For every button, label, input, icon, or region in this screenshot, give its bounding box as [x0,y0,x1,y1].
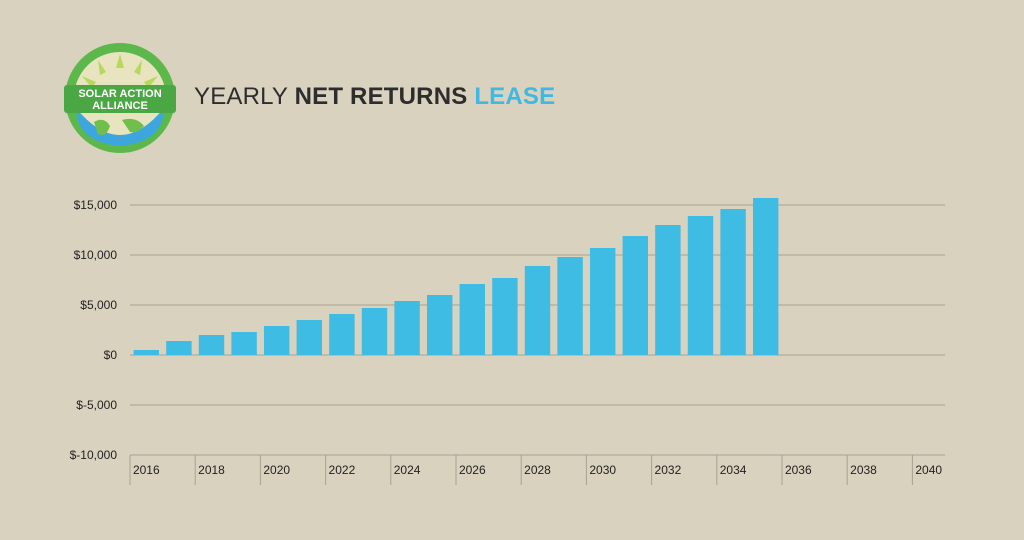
logo-text-line1: SOLAR ACTION [78,88,161,100]
bar-2020 [263,326,290,355]
x-axis-ticks: 2016 2018 2020 2022 2024 2026 2028 2030 2032 2034… [133,463,942,477]
bar-2033 [687,216,714,355]
chart-title: YEARLY NET RETURNS LEASE [194,83,555,111]
gridlines [129,204,945,485]
y-tick-label: $15,000 [74,198,118,212]
title-part-bold: NET RETURNS [294,83,468,110]
bar-2031 [622,236,649,355]
bar-2016 [133,350,160,355]
x-tick-label: 2038 [850,463,877,477]
globe-icon [76,108,164,146]
x-tick-label: 2018 [198,463,225,477]
x-tick-label: 2034 [720,463,747,477]
bar-2034 [720,209,746,355]
title-part-plain: YEARLY [194,83,295,110]
bar-2022 [329,314,355,355]
x-tick-label: 2022 [329,463,356,477]
bars [133,198,779,355]
bar-2027 [492,278,518,355]
solar-action-alliance-logo: SOLAR ACTION ALLIANCE [64,43,176,153]
bar-2028 [524,266,551,355]
x-tick-label: 2020 [263,463,290,477]
bar-2026 [459,284,486,355]
logo-text-line2: ALLIANCE [92,100,148,112]
y-tick-label: $10,000 [74,248,118,262]
bar-2023 [361,308,388,355]
y-axis-ticks: $15,000 $10,000 $5,000 $0 $-5,000 $-10,000 [70,198,118,462]
bar-2025 [426,295,453,355]
bar-2019 [231,332,257,355]
x-tick-label: 2030 [589,463,616,477]
x-tick-label: 2024 [394,463,421,477]
y-tick-label: $-10,000 [70,448,118,462]
y-tick-label: $0 [104,348,118,362]
x-tick-label: 2016 [133,463,160,477]
continents-icon [94,118,144,135]
bar-2030 [589,248,616,355]
x-tick-label: 2032 [655,463,682,477]
y-tick-label: $5,000 [80,298,117,312]
x-tick-label: 2026 [459,463,486,477]
bar-2029 [557,257,583,355]
logo-banner [64,85,176,113]
title-part-accent: LEASE [467,83,556,110]
bar-2024 [394,301,420,355]
y-tick-label: $-5,000 [76,398,117,412]
bar-2017 [166,341,192,355]
bar-2021 [296,320,323,355]
bar-2032 [655,225,681,355]
x-tick-label: 2040 [915,463,942,477]
bar-2018 [198,335,225,355]
x-tick-label: 2028 [524,463,551,477]
bar-2035 [752,198,779,355]
x-tick-label: 2036 [785,463,812,477]
